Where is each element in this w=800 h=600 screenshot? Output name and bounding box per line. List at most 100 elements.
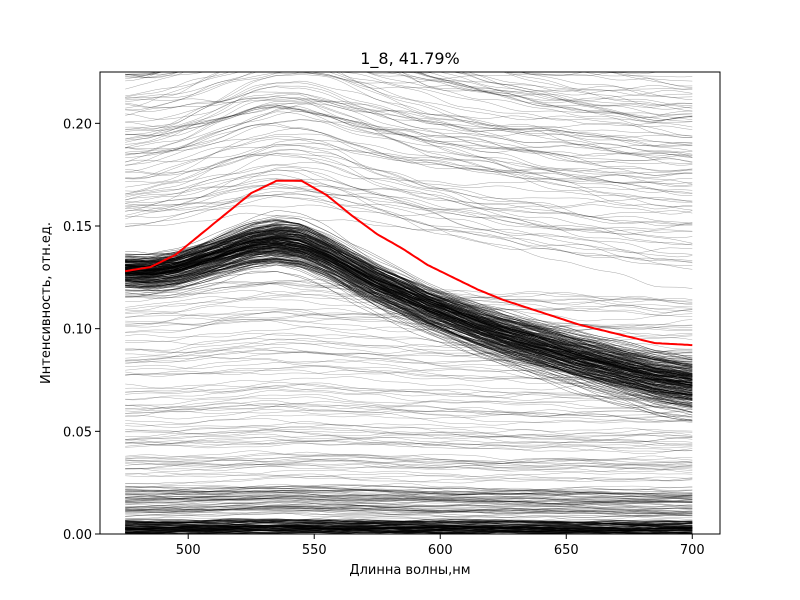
spectrum-line	[125, 204, 693, 230]
spectrum-line	[125, 485, 693, 493]
spectrum-line	[125, 382, 693, 401]
spectrum-line	[125, 297, 693, 322]
spectrum-line	[125, 427, 693, 442]
spectrum-line	[125, 409, 693, 422]
spectrum-line	[125, 385, 693, 401]
spectrum-line	[125, 229, 693, 372]
spectrum-line	[125, 359, 693, 379]
spectrum-line	[125, 526, 693, 531]
spectrum-line	[125, 124, 693, 203]
spectrum-line	[125, 72, 693, 108]
spectrum-line	[125, 72, 693, 158]
spectrum-line	[125, 230, 693, 361]
spectrum-line	[125, 72, 693, 108]
spectrum-line	[125, 93, 693, 172]
spectrum-line	[125, 440, 693, 452]
spectrum-line	[125, 394, 693, 408]
spectrum-line	[125, 314, 693, 331]
spectrum-line	[125, 138, 693, 184]
y-axis-label: Интенсивность, отн.ед.	[39, 222, 54, 384]
spectrum-line	[125, 475, 693, 485]
spectrum-line	[416, 72, 693, 121]
spectrum-line	[125, 0, 692, 42]
spectrum-line	[125, 502, 693, 511]
x-tick-label: 550	[302, 543, 327, 558]
spectrum-line	[125, 72, 693, 106]
spectrum-line	[125, 261, 693, 414]
chart-title: 1_8, 41.79%	[360, 49, 460, 69]
spectrum-line	[125, 164, 693, 194]
spectrum-line	[125, 72, 693, 128]
spectrum-line	[125, 282, 693, 308]
spectrum-line	[125, 195, 693, 233]
spectrum-line	[125, 451, 693, 463]
spectrum-line	[125, 454, 693, 464]
spectrum-line	[125, 271, 693, 422]
x-tick-label: 650	[554, 543, 579, 558]
spectrum-line	[125, 72, 658, 98]
spectrum-line	[125, 342, 693, 359]
spectrum-line	[125, 464, 693, 473]
spectrum-line	[125, 72, 693, 97]
spectrum-line	[125, 437, 693, 447]
spectrum-line	[125, 504, 693, 512]
spectra-lines-group	[125, 0, 693, 534]
spectrum-line	[125, 312, 693, 337]
spectrum-line	[125, 469, 693, 478]
spectrum-line	[125, 105, 693, 183]
spectrum-line	[125, 402, 693, 418]
spectrum-line	[125, 97, 693, 152]
spectrum-line	[125, 236, 693, 384]
spectrum-line	[125, 524, 693, 530]
spectrum-line	[125, 253, 693, 394]
spectrum-line	[125, 219, 693, 359]
spectrum-line	[125, 512, 693, 522]
spectrum-line	[125, 139, 693, 225]
spectrum-line	[125, 400, 693, 416]
spectrum-line	[125, 184, 693, 264]
spectrum-line	[125, 259, 693, 399]
x-tick-label: 500	[176, 543, 201, 558]
spectrum-line	[125, 369, 693, 384]
spectrum-line	[125, 231, 693, 375]
spectrum-line	[125, 82, 693, 154]
spectrum-line	[504, 72, 693, 100]
spectrum-line	[125, 247, 693, 390]
spectrum-line	[125, 106, 693, 203]
spectrum-line	[125, 376, 693, 391]
spectrum-line	[451, 72, 693, 112]
spectrum-line	[125, 457, 693, 466]
spectrum-line	[125, 290, 693, 311]
spectrum-line	[125, 252, 693, 383]
spectrum-line	[125, 231, 693, 370]
spectrum-line	[125, 383, 693, 401]
y-tick-label: 0.00	[63, 528, 92, 543]
spectrum-line	[125, 458, 693, 467]
spectrum-line	[125, 453, 693, 467]
spectrum-line	[125, 80, 693, 130]
spectrum-line	[125, 72, 693, 110]
spectrum-line	[125, 437, 693, 454]
spectrum-line	[125, 123, 693, 187]
spectrum-line	[125, 507, 693, 515]
spectrum-line	[125, 483, 693, 491]
spectrum-line	[125, 144, 693, 227]
spectrum-line	[125, 0, 692, 53]
mean-line-group	[125, 179, 693, 347]
spectrum-line	[125, 104, 693, 191]
spectrum-line	[125, 492, 693, 499]
spectrum-line	[503, 72, 693, 82]
spectrum-line	[125, 435, 693, 449]
spectrum-line	[125, 506, 693, 515]
spectrum-line	[125, 178, 693, 244]
x-tick-label: 600	[428, 543, 453, 558]
spectrum-line	[125, 433, 693, 443]
spectrum-line	[125, 174, 693, 263]
spectrum-line	[125, 244, 693, 386]
spectrum-line	[125, 476, 693, 485]
spectrum-line	[125, 91, 693, 158]
spectrum-line	[125, 332, 693, 354]
spectrum-line	[125, 258, 693, 418]
spectrum-line	[125, 319, 693, 341]
spectrum-line	[125, 405, 693, 417]
